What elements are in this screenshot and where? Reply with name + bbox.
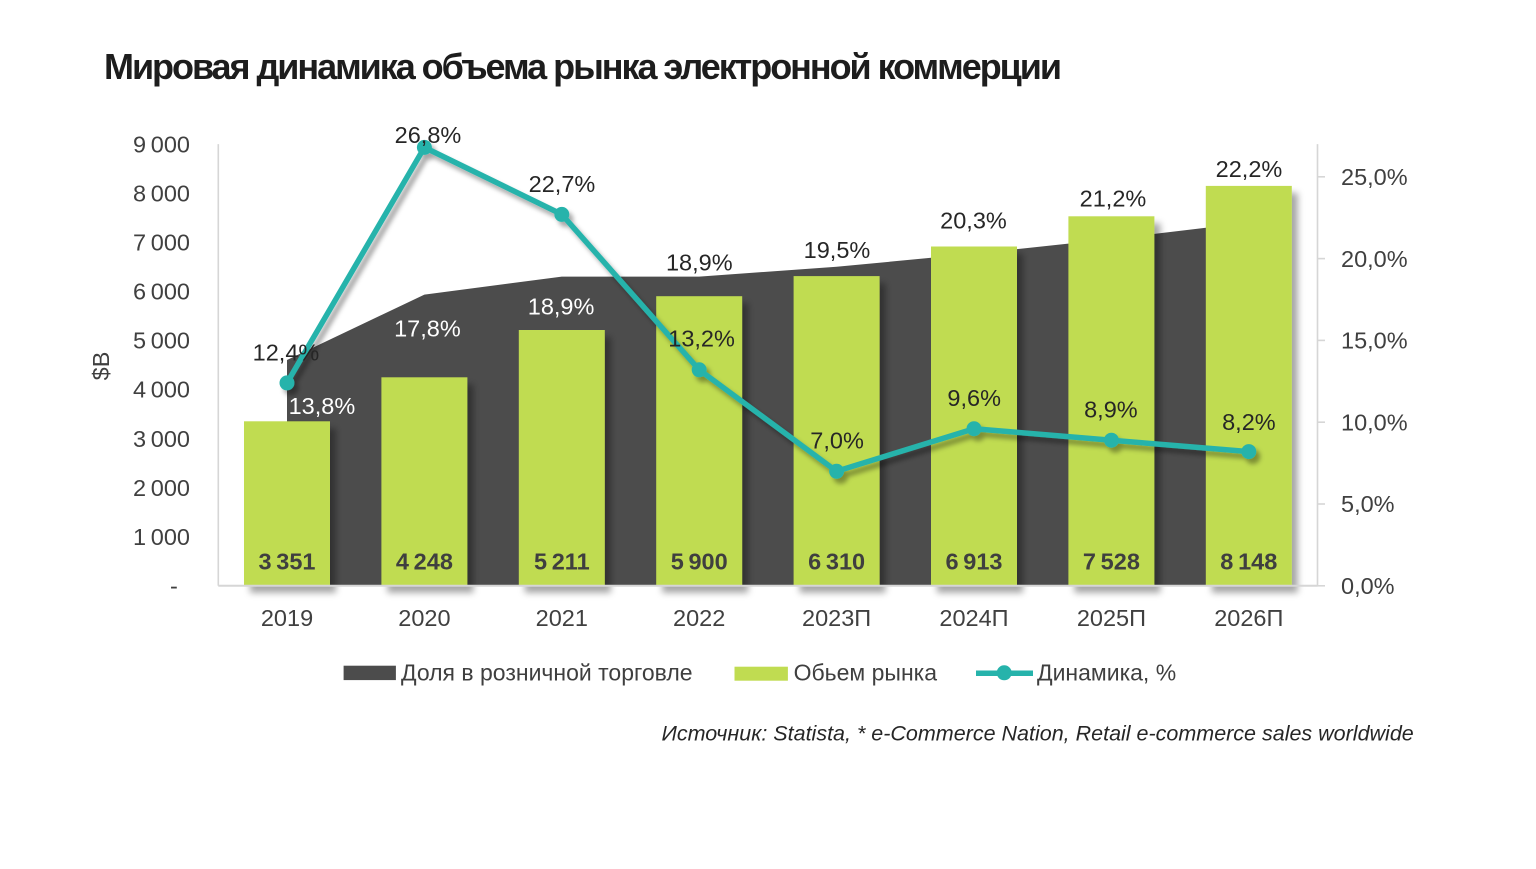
svg-text:5,0%: 5,0% bbox=[1341, 491, 1395, 517]
svg-text:5 000: 5 000 bbox=[133, 328, 190, 354]
svg-text:Обьем рынка: Обьем рынка bbox=[794, 660, 938, 686]
svg-text:8 000: 8 000 bbox=[133, 180, 190, 206]
svg-text:Динамика, %: Динамика, % bbox=[1037, 660, 1176, 686]
svg-text:22,7%: 22,7% bbox=[529, 171, 596, 197]
svg-text:26,8%: 26,8% bbox=[395, 122, 462, 148]
svg-text:Источник: Statista, * e-Commer: Источник: Statista, * e-Commerce Nation,… bbox=[662, 721, 1414, 745]
svg-text:15,0%: 15,0% bbox=[1341, 328, 1408, 354]
svg-text:2026П: 2026П bbox=[1214, 605, 1283, 631]
svg-text:20,0%: 20,0% bbox=[1341, 246, 1408, 272]
svg-text:4 248: 4 248 bbox=[396, 549, 453, 575]
svg-text:7,0%: 7,0% bbox=[810, 427, 864, 453]
svg-text:2 000: 2 000 bbox=[133, 475, 190, 501]
svg-text:6 000: 6 000 bbox=[133, 279, 190, 305]
svg-text:17,8%: 17,8% bbox=[394, 316, 461, 342]
svg-text:1 000: 1 000 bbox=[133, 524, 190, 550]
svg-text:20,3%: 20,3% bbox=[940, 208, 1007, 234]
svg-text:5 211: 5 211 bbox=[534, 549, 590, 575]
svg-text:6 913: 6 913 bbox=[946, 549, 1003, 575]
svg-text:4 000: 4 000 bbox=[133, 377, 190, 403]
svg-text:2024П: 2024П bbox=[939, 605, 1008, 631]
svg-text:8,2%: 8,2% bbox=[1222, 409, 1276, 435]
svg-text:25,0%: 25,0% bbox=[1341, 164, 1408, 190]
svg-text:2025П: 2025П bbox=[1077, 605, 1146, 631]
svg-text:0,0%: 0,0% bbox=[1341, 573, 1395, 599]
svg-text:3 000: 3 000 bbox=[133, 426, 190, 452]
svg-text:19,5%: 19,5% bbox=[804, 237, 871, 263]
svg-text:2020: 2020 bbox=[398, 605, 450, 631]
svg-text:13,8%: 13,8% bbox=[289, 393, 356, 419]
svg-text:7 000: 7 000 bbox=[133, 229, 190, 255]
svg-text:22,2%: 22,2% bbox=[1216, 156, 1283, 182]
svg-text:12,4%: 12,4% bbox=[253, 340, 320, 366]
svg-text:Мировая динамика объема рынка: Мировая динамика объема рынка электронно… bbox=[104, 46, 1062, 87]
svg-text:5 900: 5 900 bbox=[671, 549, 728, 575]
svg-text:8 148: 8 148 bbox=[1220, 549, 1277, 575]
svg-text:9,6%: 9,6% bbox=[947, 385, 1001, 411]
svg-text:2022: 2022 bbox=[673, 605, 725, 631]
svg-text:18,9%: 18,9% bbox=[666, 250, 733, 276]
svg-text:7 528: 7 528 bbox=[1083, 549, 1140, 575]
svg-text:Доля в розничной торговле: Доля в розничной торговле bbox=[401, 660, 693, 686]
svg-text:2023П: 2023П bbox=[802, 605, 871, 631]
svg-text:8,9%: 8,9% bbox=[1084, 397, 1138, 423]
svg-text:$B: $B bbox=[88, 352, 114, 381]
svg-text:10,0%: 10,0% bbox=[1341, 409, 1408, 435]
svg-text:-: - bbox=[170, 573, 178, 599]
svg-text:6 310: 6 310 bbox=[808, 549, 865, 575]
svg-text:9 000: 9 000 bbox=[133, 131, 190, 157]
svg-text:21,2%: 21,2% bbox=[1080, 186, 1147, 212]
svg-text:18,9%: 18,9% bbox=[528, 294, 595, 320]
svg-text:13,2%: 13,2% bbox=[668, 325, 735, 351]
svg-text:2021: 2021 bbox=[536, 605, 588, 631]
svg-text:2019: 2019 bbox=[261, 605, 313, 631]
svg-text:3 351: 3 351 bbox=[259, 549, 316, 575]
